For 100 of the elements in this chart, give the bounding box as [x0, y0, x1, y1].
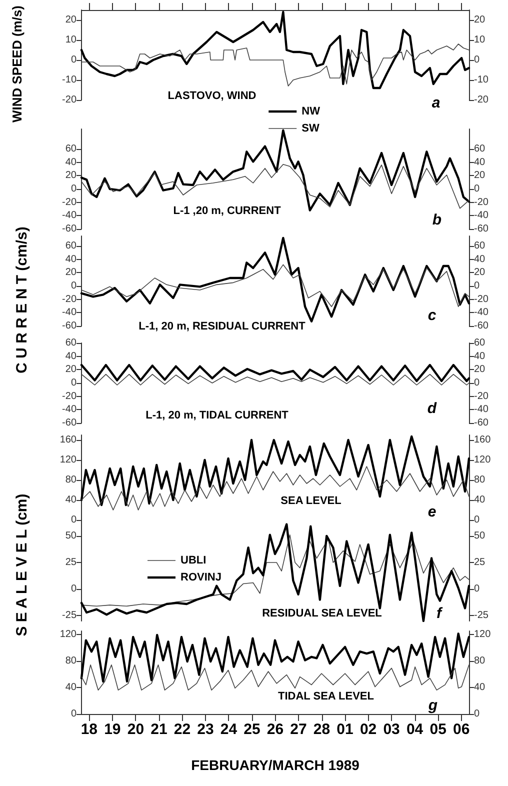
x-tick-label: 05 — [430, 720, 446, 738]
text: LASTOVO, WIND — [168, 90, 256, 102]
x-axis-title: FEBRUARY/MARCH 1989 — [191, 756, 360, 773]
x-tick-label: 04 — [406, 720, 424, 738]
y-tick-label: 20 — [65, 364, 77, 375]
y-tick-label: 40 — [65, 254, 77, 266]
y-tick-label: 40 — [65, 682, 77, 693]
y-tick-label: 0 — [70, 514, 77, 526]
annotation: d — [427, 399, 438, 416]
y-tick-label: 20 — [65, 14, 77, 26]
x-tick-label: 24 — [220, 720, 238, 738]
y-tick-label: 40 — [65, 350, 77, 362]
y-tick-label: 40 — [65, 494, 77, 506]
annotation: g — [427, 696, 438, 714]
y2-tick-label: 50 — [474, 530, 486, 542]
y2-tick-label: 160 — [474, 434, 492, 446]
y2-tick-label: -25 — [474, 610, 489, 622]
x-tick-label: 19 — [104, 720, 121, 738]
y-tick-label: -25 — [62, 610, 77, 622]
y2-tick-label: 60 — [474, 144, 486, 154]
y2-tick-label: 20 — [474, 14, 486, 26]
text: RESIDUAL SEA LEVEL — [262, 608, 382, 620]
y-tick-label: 80 — [65, 655, 77, 666]
y2-tick-label: 40 — [474, 156, 486, 168]
legend-label: NW — [302, 106, 321, 118]
y2-tick-label: 80 — [474, 655, 486, 666]
y2-tick-label: 120 — [474, 628, 492, 640]
y-tick-label: 0 — [70, 280, 77, 292]
y-tick-label: 120 — [60, 628, 77, 640]
y-tick-label: 10 — [65, 34, 77, 46]
y2-tick-label: 40 — [474, 494, 486, 506]
y-tick-label: -40 — [62, 404, 77, 415]
x-tick-label: 28 — [313, 720, 330, 738]
y-tick-label: 25 — [65, 557, 77, 568]
y2-tick-label: 0 — [474, 54, 480, 66]
y2-tick-label: -60 — [474, 320, 489, 332]
text: TIDAL SEA LEVEL — [278, 690, 374, 702]
y-tick-label: -40 — [62, 210, 77, 222]
annotation: e — [428, 504, 436, 520]
line-series — [80, 523, 470, 622]
y2-tick-label: 10 — [474, 34, 486, 46]
y2-tick-label: -20 — [474, 196, 489, 208]
legend-label: SW — [302, 122, 320, 134]
y2-tick-label: 20 — [474, 267, 486, 278]
y-tick-label: 60 — [65, 337, 77, 348]
y2-tick-label: -60 — [474, 417, 489, 428]
y-tick-label: 80 — [65, 474, 77, 486]
y-tick-label: -60 — [62, 417, 77, 428]
y-tick-label: 0 — [70, 377, 77, 388]
x-tick-label: 27 — [290, 720, 307, 738]
y-tick-label: -40 — [62, 307, 77, 318]
annotation: a — [432, 94, 440, 112]
y2-tick-label: -20 — [474, 294, 489, 306]
y-tick-label: 60 — [65, 144, 77, 154]
y2-tick-label: 0 — [474, 377, 480, 388]
y2-tick-label: 80 — [474, 474, 486, 486]
line-series — [80, 435, 470, 506]
line-series — [81, 264, 470, 308]
line-series — [80, 364, 470, 382]
y-axis-title: WIND SPEED (m/s) — [10, 5, 24, 123]
x-tick-label: 25 — [244, 720, 260, 738]
legend-label: ROVINJ — [180, 572, 222, 584]
y-tick-label: 50 — [65, 530, 77, 542]
x-tick-label: 03 — [383, 720, 400, 738]
y2-tick-label: 40 — [474, 254, 486, 266]
x-tick-label: 02 — [360, 720, 377, 738]
y2-tick-label: 40 — [474, 682, 486, 693]
y-tick-label: -20 — [62, 196, 77, 208]
y2-tick-label: 0 — [474, 584, 480, 595]
annotation: f — [436, 605, 444, 622]
x-tick-label: 23 — [197, 720, 214, 738]
line-series — [80, 632, 470, 682]
y-tick-label: -20 — [62, 94, 77, 106]
y-tick-label: -20 — [62, 294, 77, 306]
x-tick-label: 18 — [80, 720, 98, 738]
x-tick-label: 22 — [174, 720, 191, 738]
line-series — [81, 374, 470, 386]
x-tick-label: 26 — [266, 720, 284, 738]
y2-tick-label: -40 — [474, 210, 489, 222]
annotation: b — [432, 212, 442, 228]
y-tick-label: 20 — [65, 267, 77, 278]
line-series — [80, 237, 470, 323]
legend-label: UBLI — [180, 554, 206, 567]
y-tick-label: 0 — [70, 708, 77, 720]
text: L-1 ,20 m, CURRENT — [173, 205, 282, 217]
y2-tick-label: 20 — [474, 170, 486, 182]
y2-tick-label: 0 — [474, 280, 480, 292]
x-tick-label: 01 — [336, 720, 354, 738]
y-tick-label: 40 — [65, 156, 77, 168]
y2-tick-label: 0 — [474, 184, 480, 194]
text: SEA LEVEL — [280, 495, 342, 507]
x-tick-label: 20 — [127, 720, 144, 738]
y2-tick-label: -40 — [474, 404, 489, 415]
y2-tick-label: 60 — [474, 337, 486, 348]
y-axis-title: C U R R E N T (cm/s) — [14, 226, 30, 374]
y2-tick-label: -20 — [474, 94, 489, 106]
y-tick-label: 120 — [60, 454, 77, 466]
y2-tick-label: -60 — [474, 224, 489, 234]
y-tick-label: 60 — [65, 240, 77, 252]
y2-tick-label: -20 — [474, 390, 489, 402]
